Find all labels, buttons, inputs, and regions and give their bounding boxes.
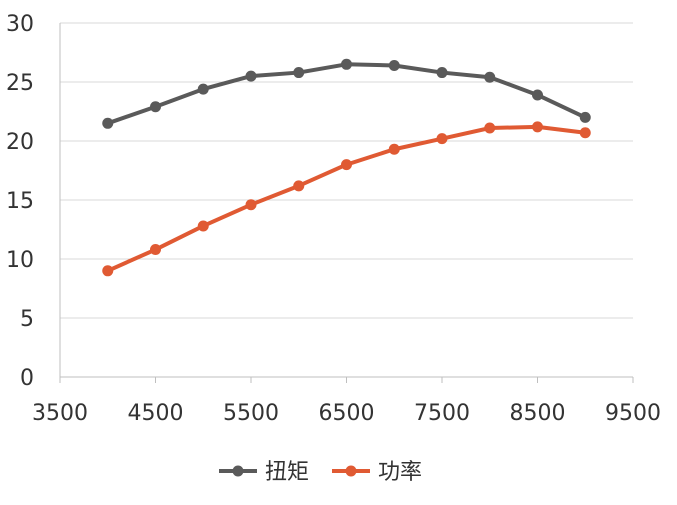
y-tick-label: 5 [20,307,34,332]
data-point [293,180,305,192]
data-point [102,265,114,277]
series-1 [102,58,591,129]
legend-label: 扭矩 [265,460,309,485]
series-line [105,124,588,273]
data-point [436,133,448,145]
legend-swatch-marker [232,465,244,477]
data-point [150,244,161,256]
y-tick-label: 20 [6,130,34,155]
x-tick-label: 5500 [223,401,279,426]
data-point [579,127,591,139]
y-tick-label: 0 [20,366,34,391]
x-tick-label: 7500 [414,401,470,426]
data-point [197,220,209,232]
x-tick-label: 9500 [605,401,661,426]
data-point [532,89,543,101]
data-point [293,67,305,79]
data-point [484,122,496,134]
data-point [532,121,543,133]
data-point [245,70,257,82]
legend-swatch-marker [345,465,357,477]
data-point [484,71,496,83]
y-tick-label: 30 [6,12,34,37]
data-point [341,58,352,70]
y-tick-label: 10 [6,248,34,273]
legend-item: 功率 [332,460,422,485]
x-tick-label: 6500 [319,401,375,426]
gridlines [60,22,633,319]
series-2 [102,121,591,277]
x-tick-label: 4500 [128,401,184,426]
data-point [388,59,400,71]
x-tick-label: 3500 [32,401,88,426]
data-point [388,143,400,155]
legend: 扭矩 功率 [219,460,422,485]
axes: 0 5 10 15 20 25 30 3500 4500 5500 6500 7500 8500 9500 [6,12,661,426]
data-point [341,159,352,171]
series-line [105,62,588,126]
y-tick-label: 15 [6,189,34,214]
legend-label: 功率 [378,460,422,485]
x-tick-label: 8500 [510,401,566,426]
data-point [197,83,209,95]
y-tick-label: 25 [6,71,34,96]
data-point [579,111,591,123]
series-lines [102,58,591,277]
data-point [245,199,257,211]
legend-item: 扭矩 [219,460,309,485]
data-point [436,67,448,79]
data-point [150,101,161,113]
data-point [102,117,114,129]
